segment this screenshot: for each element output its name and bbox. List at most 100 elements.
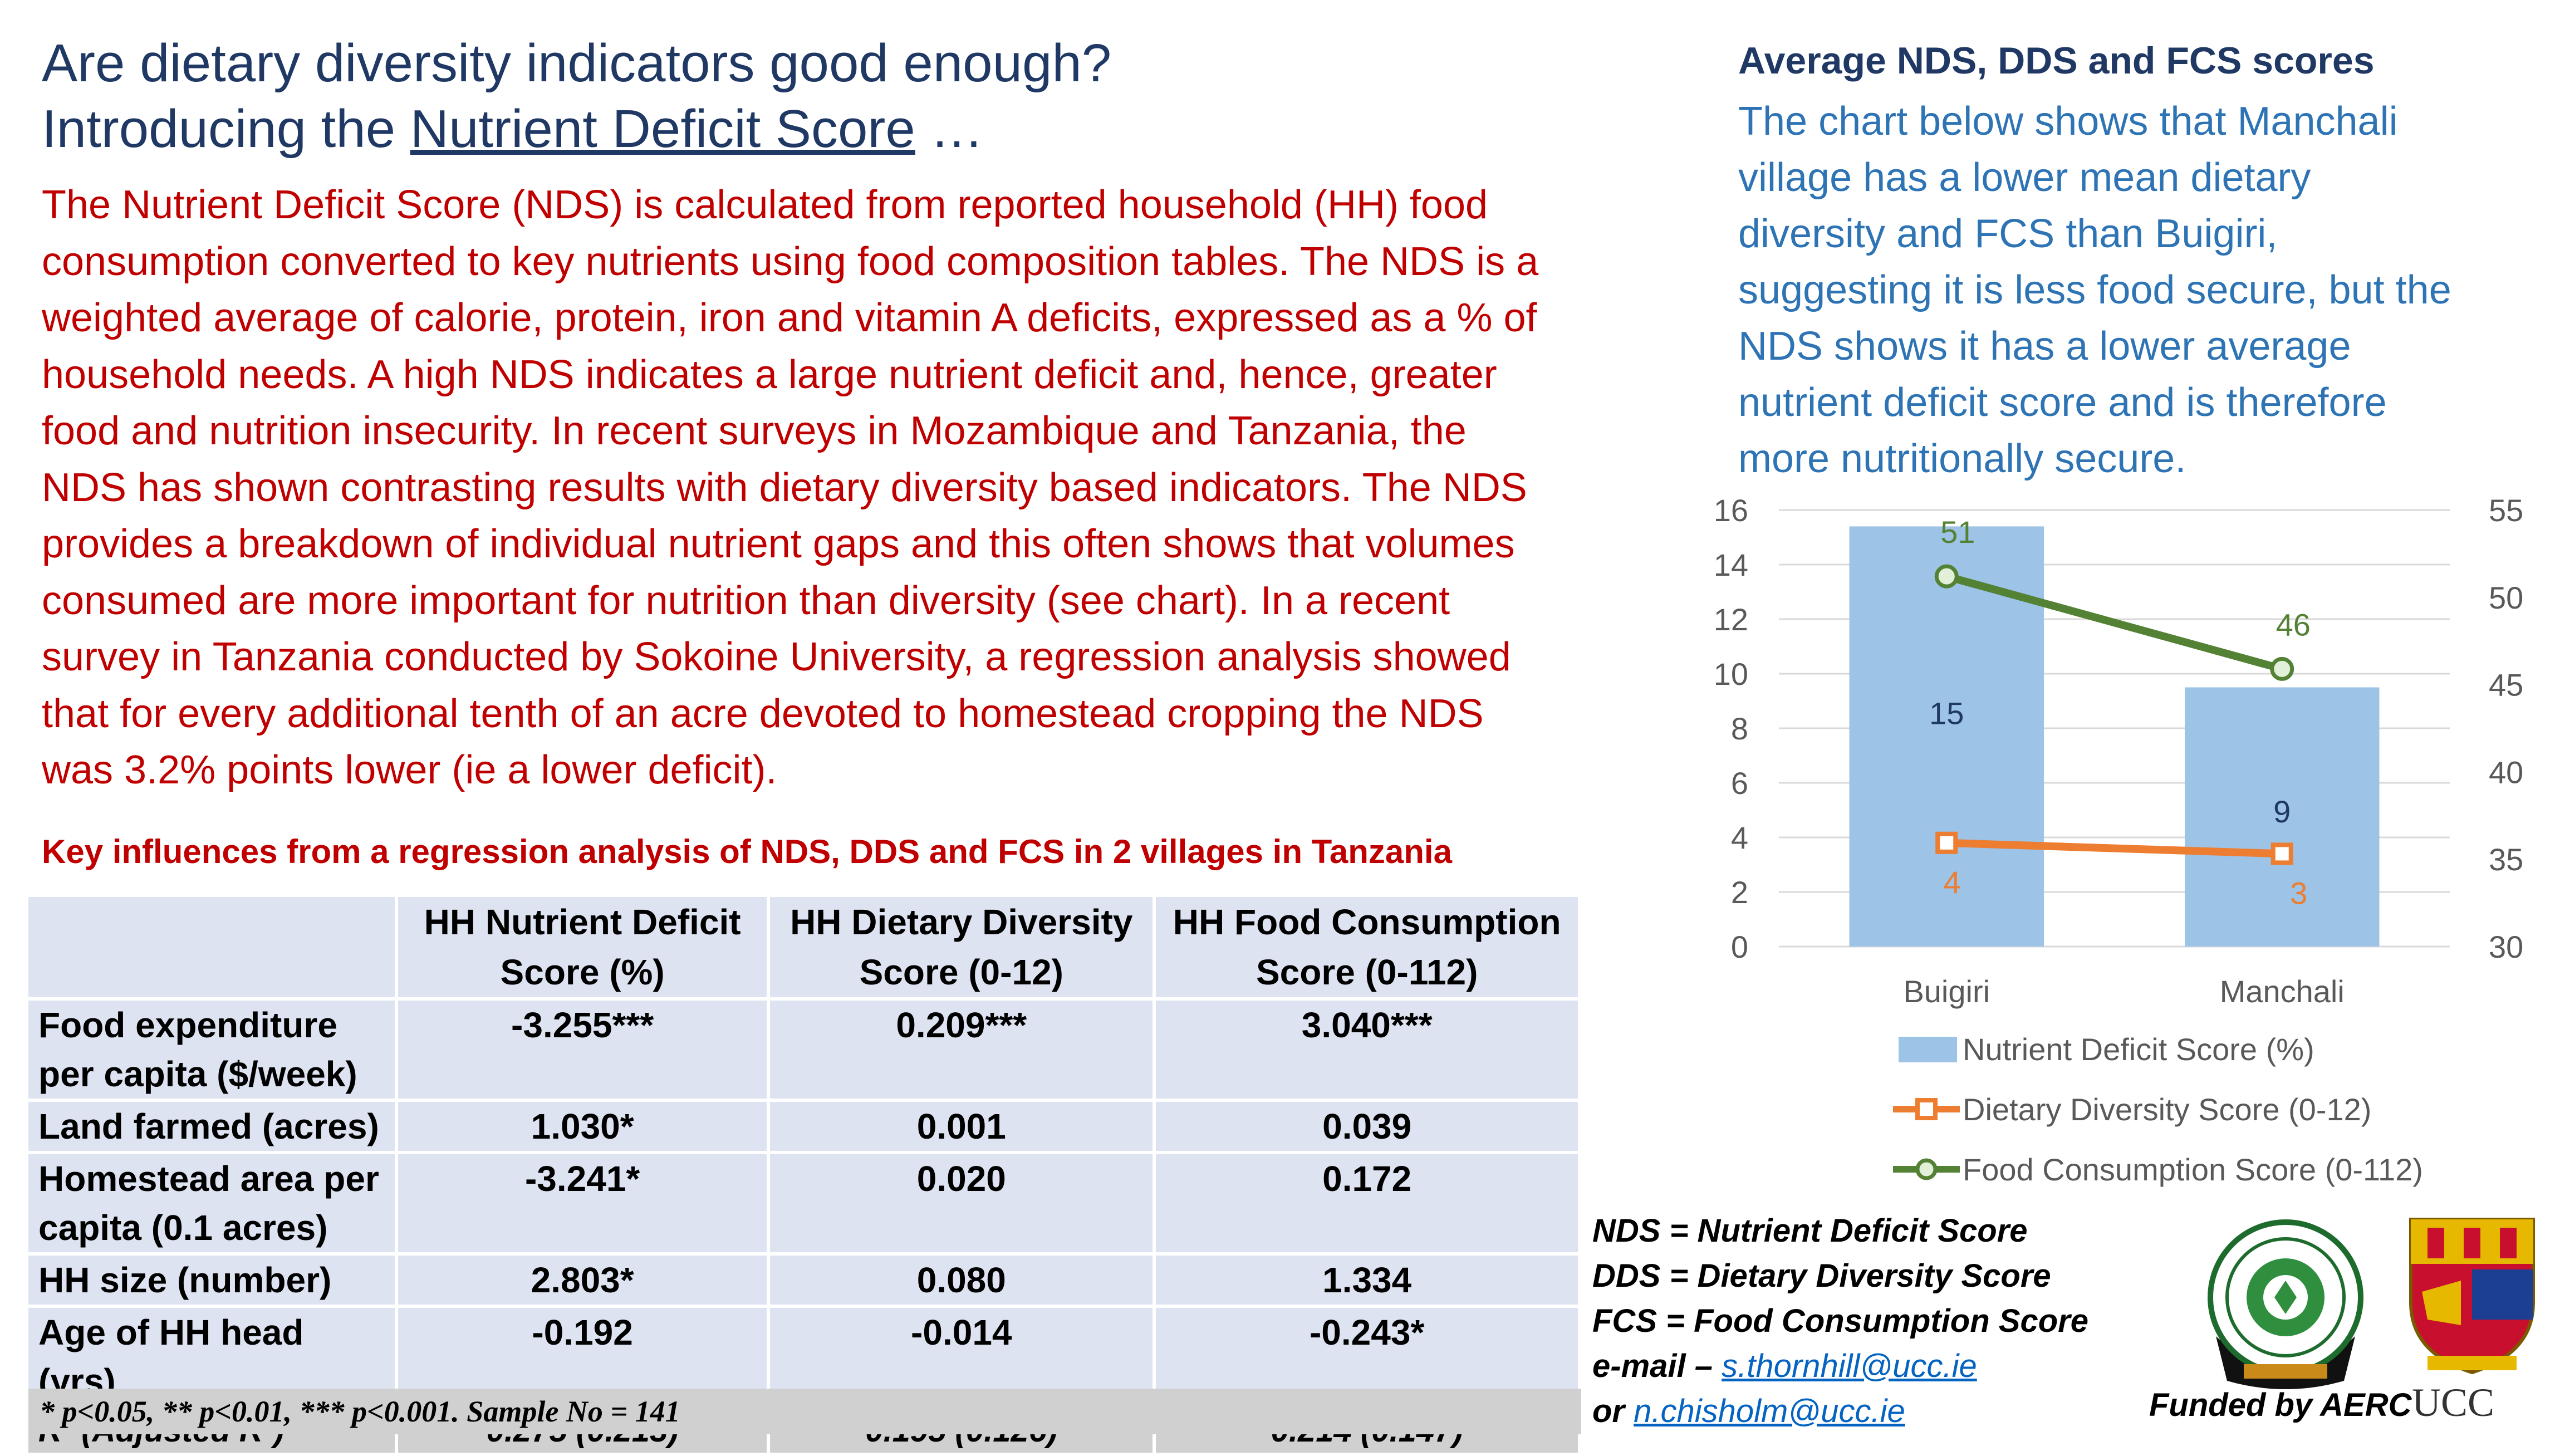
marker-dds [1935, 831, 1958, 854]
left-axis-tick-label: 8 [1731, 711, 1748, 746]
right-axis-tick-label: 35 [2489, 842, 2523, 877]
table-header-nds: HH Nutrient Deficit Score (%) [398, 897, 767, 997]
funded-by-text: Funded by AERC [2149, 1387, 2412, 1423]
email-link-thornhill[interactable]: s.thornhill@ucc.ie [1722, 1348, 1977, 1384]
chart-desc-line: NDS shows it has a lower average [1738, 324, 2351, 369]
legend-marker-dds [1915, 1098, 1938, 1120]
cell-value: 0.172 [1156, 1154, 1578, 1252]
right-axis-tick-label: 45 [2489, 668, 2523, 703]
cell-value: -3.241* [398, 1154, 767, 1252]
regression-title: Key influences from a regression analysi… [42, 833, 1452, 870]
left-axis-tick-label: 16 [1714, 493, 1748, 528]
email-link-chisholm[interactable]: n.chisholm@ucc.ie [1634, 1393, 1905, 1429]
bar-data-label: 9 [2273, 794, 2291, 829]
cell-value: 3.040*** [1156, 1001, 1578, 1099]
category-label: Manchali [2220, 974, 2345, 1009]
chart-desc-line: nutrient deficit score and is therefore [1738, 380, 2387, 425]
intro-line: household needs. A high NDS indicates a … [42, 352, 1497, 397]
chart-description: The chart below shows that Manchali vill… [1738, 94, 2540, 487]
category-label: Buigiri [1903, 974, 1990, 1009]
title-nds-underlined: Nutrient Deficit Score [410, 99, 915, 159]
fcs-data-label: 46 [2276, 607, 2311, 642]
bar-data-label: 15 [1929, 696, 1964, 731]
legend-label-dds: Dietary Diversity Score (0-12) [1963, 1092, 2371, 1127]
left-axis-tick-label: 14 [1714, 547, 1748, 582]
line-fcs [1945, 572, 2283, 673]
legend-label-nds: Nutrient Deficit Score (%) [1963, 1032, 2314, 1067]
title-line-2: Introducing the Nutrient Deficit Score … [42, 96, 1656, 162]
marker-fcs [1934, 564, 1959, 589]
def-fcs: FCS = Food Consumption Score [1592, 1303, 2088, 1339]
email-line-2: or n.chisholm@ucc.ie [1592, 1389, 2088, 1434]
cell-value: 0.039 [1156, 1102, 1578, 1151]
sokoine-university-logo [2208, 1219, 2363, 1389]
table-row: HH size (number) 2.803* 0.080 1.334 [28, 1256, 1578, 1305]
intro-line: NDS has shown contrasting results with d… [42, 465, 1527, 510]
row-label: HH size (number) [28, 1256, 395, 1305]
left-axis-tick-label: 0 [1731, 929, 1748, 964]
intro-line: survey in Tanzania conducted by Sokoine … [42, 635, 1511, 679]
left-axis-tick-label: 4 [1731, 820, 1748, 855]
intro-line: that for every additional tenth of an ac… [42, 691, 1484, 736]
chart-desc-line: village has a lower mean dietary [1738, 155, 2311, 200]
cell-value: -3.255*** [398, 1001, 767, 1099]
intro-paragraph: The Nutrient Deficit Score (NDS) is calc… [42, 177, 1668, 799]
chart-desc-line: suggesting it is less food secure, but t… [1738, 268, 2451, 312]
left-axis-tick-label: 10 [1714, 656, 1748, 692]
left-axis-tick-label: 6 [1731, 766, 1748, 801]
row-label: Food expenditure per capita ($/week) [28, 1001, 395, 1099]
ucc-crest-logo [2409, 1218, 2535, 1375]
title-line-2-suffix: … [915, 99, 984, 159]
chart-desc-line: more nutritionally secure. [1738, 437, 2186, 481]
intro-line: consumption converted to key nutrients u… [42, 239, 1539, 284]
table-header-blank [28, 897, 395, 997]
intro-line: food and nutrition insecurity. In recent… [42, 409, 1467, 453]
legend-label-fcs: Food Consumption Score (0-112) [1963, 1152, 2423, 1187]
dds-data-label: 3 [2290, 875, 2307, 910]
right-axis-tick-label: 40 [2489, 754, 2523, 790]
row-label: Land farmed (acres) [28, 1102, 395, 1151]
title-line-1: Are dietary diversity indicators good en… [42, 33, 1112, 93]
page-title: Are dietary diversity indicators good en… [42, 31, 1656, 162]
definitions-block: NDS = Nutrient Deficit Score DDS = Dieta… [1592, 1208, 2088, 1434]
marker-dds [2270, 842, 2293, 865]
right-axis-tick-label: 30 [2489, 929, 2523, 964]
table-header-dds: HH Dietary Diversity Score (0-12) [770, 897, 1153, 997]
def-dds: DDS = Dietary Diversity Score [1592, 1258, 2051, 1294]
cell-value: 1.334 [1156, 1256, 1578, 1305]
table-row: Homestead area per capita (0.1 acres) -3… [28, 1154, 1578, 1252]
cell-value: 0.020 [770, 1154, 1153, 1252]
intro-line: weighted average of calorie, protein, ir… [42, 296, 1537, 340]
chart-heading: Average NDS, DDS and FCS scores [1738, 40, 2375, 82]
intro-line: was 3.2% points lower (ie a lower defici… [42, 748, 777, 792]
legend-swatch-nds [1899, 1037, 1957, 1062]
cell-value: 1.030* [398, 1102, 767, 1151]
def-nds: NDS = Nutrient Deficit Score [1592, 1213, 2028, 1249]
email-line-1: e-mail – s.thornhill@ucc.ie [1592, 1344, 2088, 1389]
title-line-2-prefix: Introducing the [42, 99, 410, 159]
legend-marker-fcs [1915, 1158, 1938, 1180]
table-header-fcs: HH Food Consumption Score (0-112) [1156, 897, 1578, 997]
table-row: Food expenditure per capita ($/week) -3.… [28, 1001, 1578, 1099]
bar-nds-manchali [2185, 687, 2380, 947]
fcs-data-label: 51 [1940, 514, 1975, 550]
cell-value: 2.803* [398, 1256, 767, 1305]
table-row: Land farmed (acres) 1.030* 0.001 0.039 [28, 1102, 1578, 1151]
cell-value: 0.209*** [770, 1001, 1153, 1099]
email-prefix: e-mail – [1592, 1348, 1722, 1384]
cell-value: 0.080 [770, 1256, 1153, 1305]
line-dds [1946, 839, 2282, 858]
table-header-row: HH Nutrient Deficit Score (%) HH Dietary… [28, 897, 1578, 997]
intro-line: The Nutrient Deficit Score (NDS) is calc… [42, 183, 1488, 227]
cell-value: 0.001 [770, 1102, 1153, 1151]
table-footnote: * p<0.05, ** p<0.01, *** p<0.001. Sample… [28, 1389, 1581, 1434]
chart-desc-line: The chart below shows that Manchali [1738, 99, 2398, 144]
chart-desc-line: diversity and FCS than Buigiri, [1738, 212, 2278, 256]
marker-fcs [2270, 656, 2294, 681]
ucc-logo-text: UCC [2412, 1380, 2495, 1425]
intro-line: consumed are more important for nutritio… [42, 578, 1450, 623]
right-axis-tick-label: 50 [2489, 580, 2523, 615]
or-prefix: or [1592, 1393, 1634, 1429]
intro-line: provides a breakdown of individual nutri… [42, 522, 1515, 566]
